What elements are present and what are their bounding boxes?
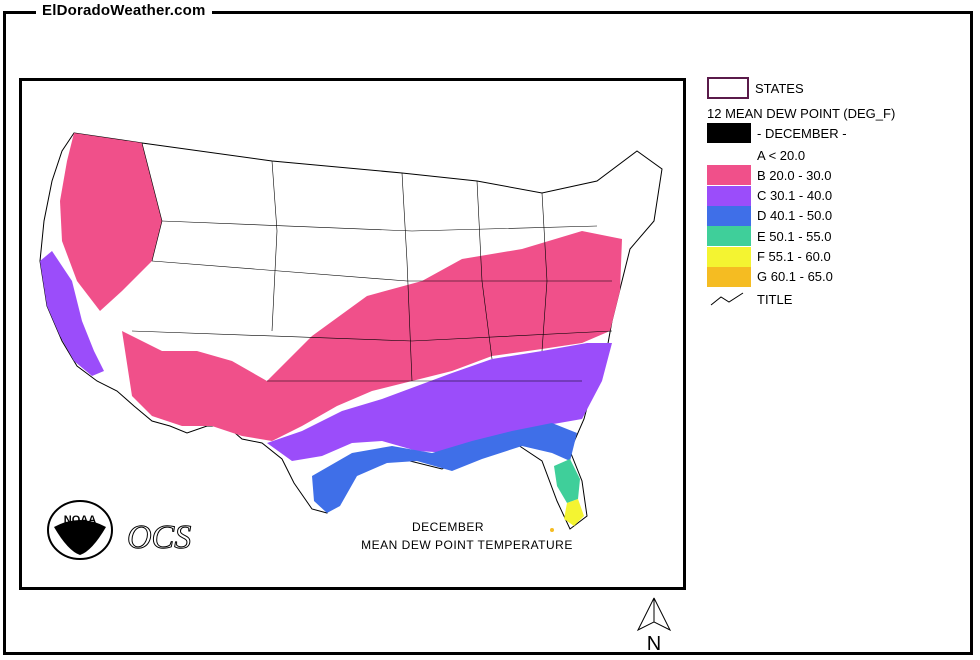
legend-class-label: E 50.1 - 55.0	[757, 228, 832, 244]
legend-layer-title-text: 12 MEAN DEW POINT (DEG_F)	[707, 105, 896, 121]
zone-b-southeast	[122, 231, 622, 441]
zone-e-green	[554, 459, 580, 503]
legend-class-label: B 20.0 - 30.0	[757, 167, 832, 183]
legend-class-swatch	[707, 266, 751, 287]
zone-d-blue	[312, 423, 577, 513]
ocs-logo: OCS	[126, 519, 192, 557]
legend-month-label: - DECEMBER -	[757, 125, 847, 141]
north-arrow-icon: N	[636, 597, 672, 654]
noaa-logo-text: NOAA	[64, 514, 96, 526]
zone-f-yellow	[564, 499, 584, 526]
outer-frame	[3, 11, 973, 655]
us-dew-point-map	[39, 132, 663, 532]
map-panel: NOAA OCS DECEMBER MEAN DEW POINT TEMPERA…	[19, 78, 686, 590]
legend-class-label: D 40.1 - 50.0	[757, 208, 833, 224]
legend-class-swatch	[707, 246, 751, 267]
legend-class-swatch	[707, 185, 751, 206]
title-line-icon	[710, 292, 744, 306]
legend-class-row: C 30.1 - 40.0	[707, 185, 833, 206]
legend-class-row: B 20.0 - 30.0	[707, 165, 832, 186]
legend-layer-title: 12 MEAN DEW POINT (DEG_F)	[707, 103, 895, 123]
legend-class-label: C 30.1 - 40.0	[757, 188, 833, 204]
states-swatch	[707, 77, 749, 99]
legend-class-row: E 50.1 - 55.0	[707, 226, 832, 247]
legend-class-swatch	[707, 165, 751, 186]
zone-c-westcoast	[40, 251, 104, 376]
legend-class-row: D 40.1 - 50.0	[707, 205, 833, 226]
north-label: N	[647, 633, 661, 654]
legend-class-row: A < 20.0	[707, 145, 805, 165]
legend-class-swatch	[707, 226, 751, 247]
legend-month: - DECEMBER -	[707, 123, 847, 143]
legend-class-row: G 60.1 - 65.0	[707, 266, 833, 287]
legend-class-swatch	[707, 205, 751, 226]
state-borders	[131, 142, 613, 382]
month-swatch	[707, 123, 751, 143]
zone-b-northwest	[60, 133, 162, 311]
legend-class-label: A < 20.0	[757, 147, 806, 163]
site-title: ElDoradoWeather.com	[36, 2, 212, 19]
legend-class-label: G 60.1 - 65.0	[757, 269, 833, 285]
legend-title-entry: TITLE	[707, 289, 792, 309]
legend-class-row: F 55.1 - 60.0	[707, 246, 831, 267]
legend-states-label: STATES	[755, 80, 804, 96]
zone-c-purple	[267, 343, 612, 461]
legend-title-label: TITLE	[757, 291, 793, 307]
map-caption-month: DECEMBER	[412, 520, 485, 534]
legend-states: STATES	[707, 77, 804, 99]
noaa-logo: NOAA	[47, 500, 113, 560]
zone-g-keys	[550, 528, 554, 532]
map-caption-title: MEAN DEW POINT TEMPERATURE	[361, 538, 573, 552]
legend-class-swatch	[707, 145, 751, 165]
legend-class-label: F 55.1 - 60.0	[757, 249, 831, 264]
